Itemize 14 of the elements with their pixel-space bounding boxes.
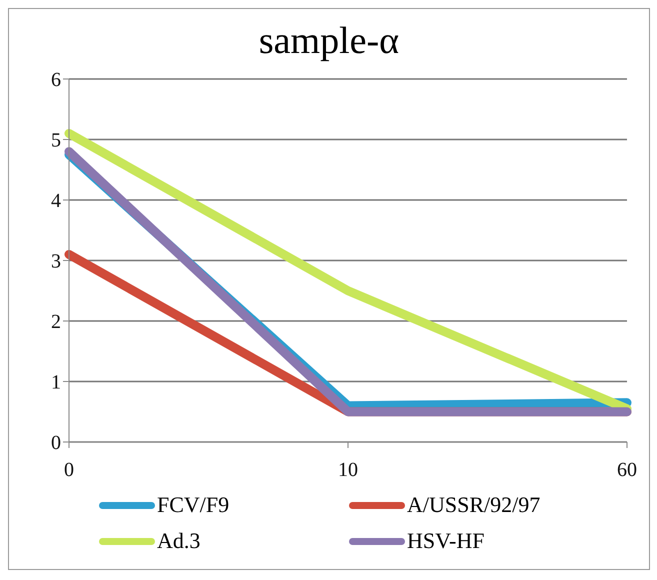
legend-label: HSV-HF	[407, 528, 484, 554]
y-tick-label: 1	[51, 372, 61, 394]
x-tick-label: 10	[338, 459, 358, 482]
y-tick-label: 6	[51, 69, 61, 92]
y-tick-label: 4	[51, 190, 61, 212]
y-tick-label: 3	[51, 250, 61, 273]
chart-title: sample-α	[258, 19, 400, 64]
y-tick-label: 2	[51, 311, 61, 334]
y-tick-label: 0	[51, 432, 61, 454]
legend-label: A/USSR/92/97	[407, 492, 540, 518]
x-tick-label: 60	[617, 459, 637, 482]
legend-label: FCV/F9	[157, 492, 230, 518]
legend-label: Ad.3	[157, 528, 200, 554]
y-tick-label: 5	[51, 130, 61, 152]
